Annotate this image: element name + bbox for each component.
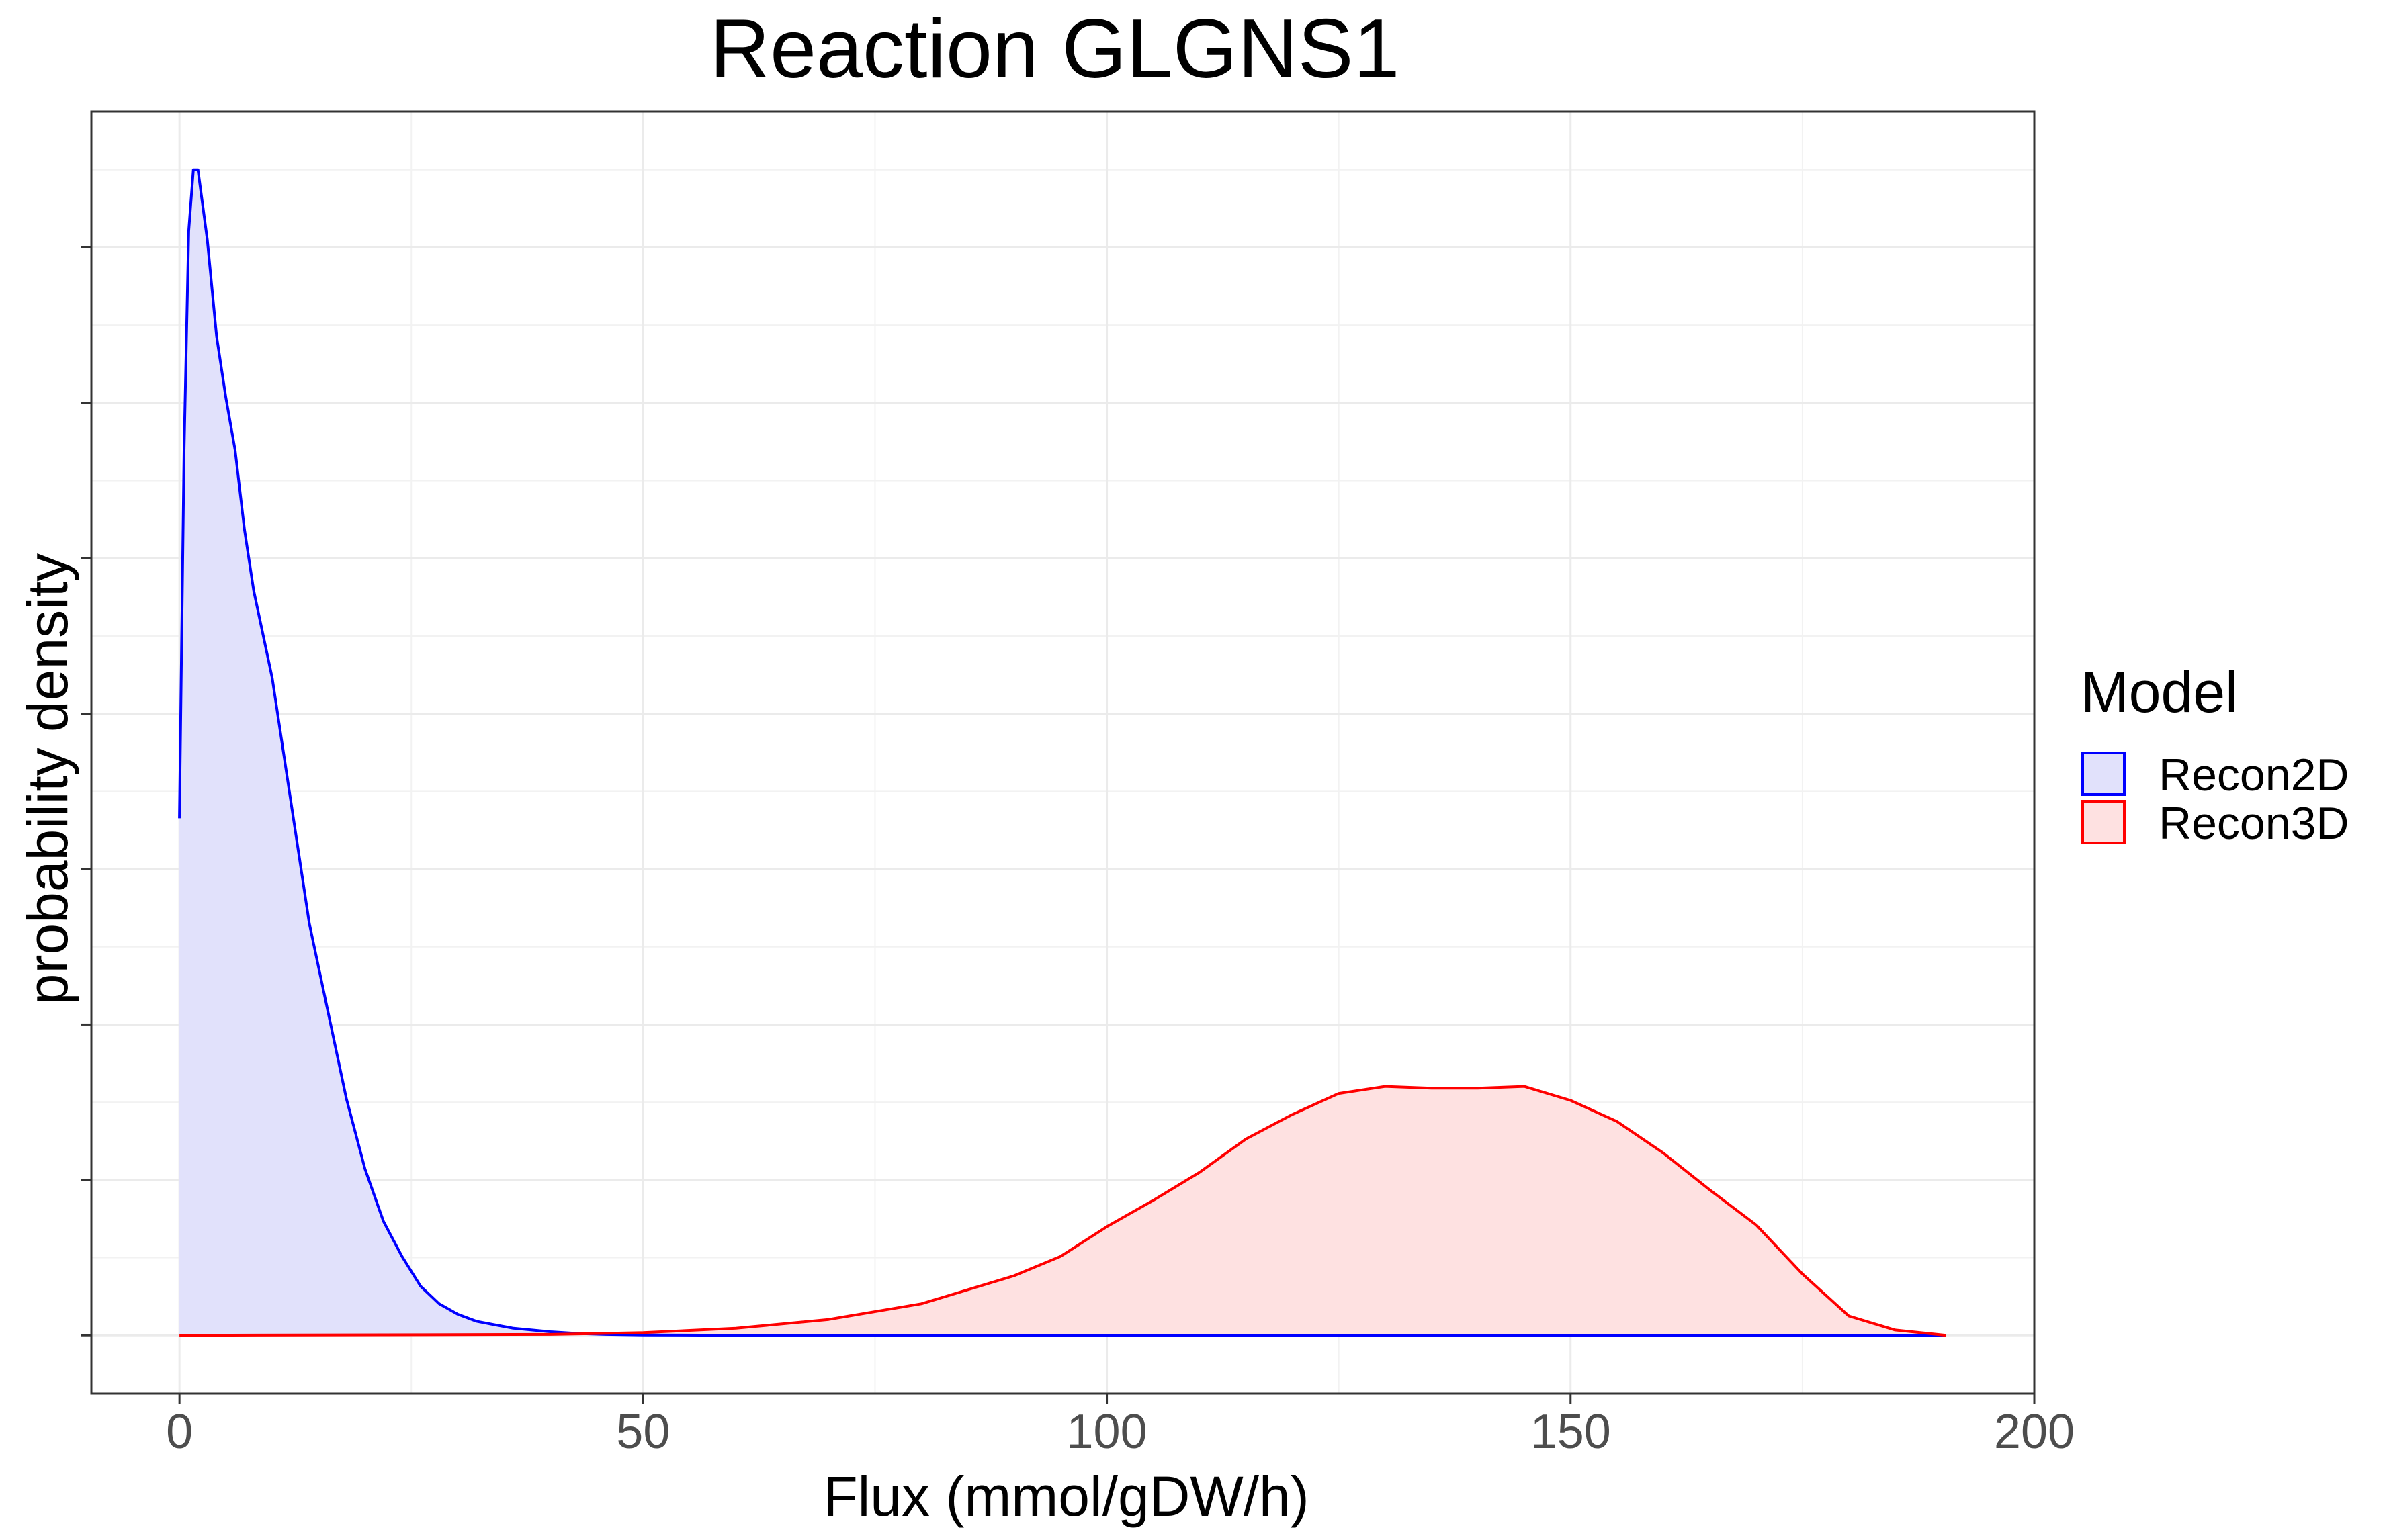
x-tick-label: 150: [1530, 1405, 1611, 1459]
legend-title: Model: [2081, 660, 2238, 725]
density-lines: [178, 168, 1947, 1337]
legend-key-recon2d: [2081, 752, 2126, 796]
legend: Model Recon2D Recon3D: [2081, 660, 2349, 849]
y-axis-title: probability density: [16, 553, 79, 1005]
x-tick-label: 50: [616, 1405, 670, 1459]
line-recon2d: [178, 168, 1946, 1337]
x-tick-label: 100: [1067, 1405, 1147, 1459]
legend-label-recon3d: Recon3D: [2159, 798, 2349, 849]
chart-title: Reaction GLGNS1: [710, 3, 1400, 95]
legend-key-recon3d: [2081, 800, 2126, 844]
x-tick-label: 200: [1994, 1405, 2075, 1459]
x-axis-ticks: 0 50 100 150 200: [166, 1394, 2075, 1459]
x-tick-label: 0: [166, 1405, 193, 1459]
plot-panel-border: [90, 110, 2036, 1395]
y-axis-ticks: [81, 246, 91, 1337]
area-recon2d: [179, 169, 1946, 1336]
x-axis-title: Flux (mmol/gDW/h): [823, 1465, 1309, 1528]
area-recon3d: [179, 1086, 1946, 1336]
legend-label-recon2d: Recon2D: [2159, 750, 2349, 801]
line-recon3d: [179, 1085, 1947, 1337]
density-areas: [179, 169, 1946, 1336]
grid-minor: [91, 111, 2034, 1394]
